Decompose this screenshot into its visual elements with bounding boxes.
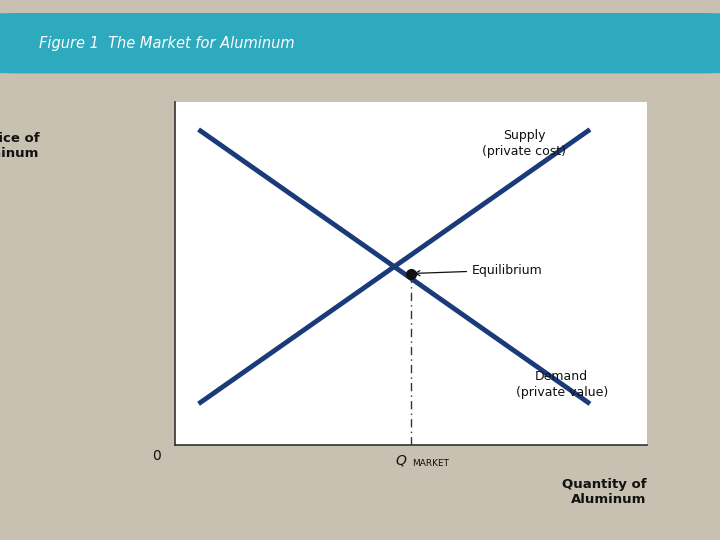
- Text: Demand
(private value): Demand (private value): [516, 369, 608, 399]
- Text: Quantity of
Aluminum: Quantity of Aluminum: [562, 478, 647, 506]
- Text: Figure 1  The Market for Aluminum: Figure 1 The Market for Aluminum: [39, 36, 294, 51]
- FancyBboxPatch shape: [0, 13, 720, 73]
- Text: $Q$: $Q$: [395, 453, 408, 468]
- Text: 0: 0: [153, 449, 161, 463]
- Text: Price of
Aluminum: Price of Aluminum: [0, 132, 40, 160]
- Text: Equilibrium: Equilibrium: [415, 264, 543, 276]
- Text: MARKET: MARKET: [412, 460, 449, 468]
- Text: Supply
(private cost): Supply (private cost): [482, 130, 566, 159]
